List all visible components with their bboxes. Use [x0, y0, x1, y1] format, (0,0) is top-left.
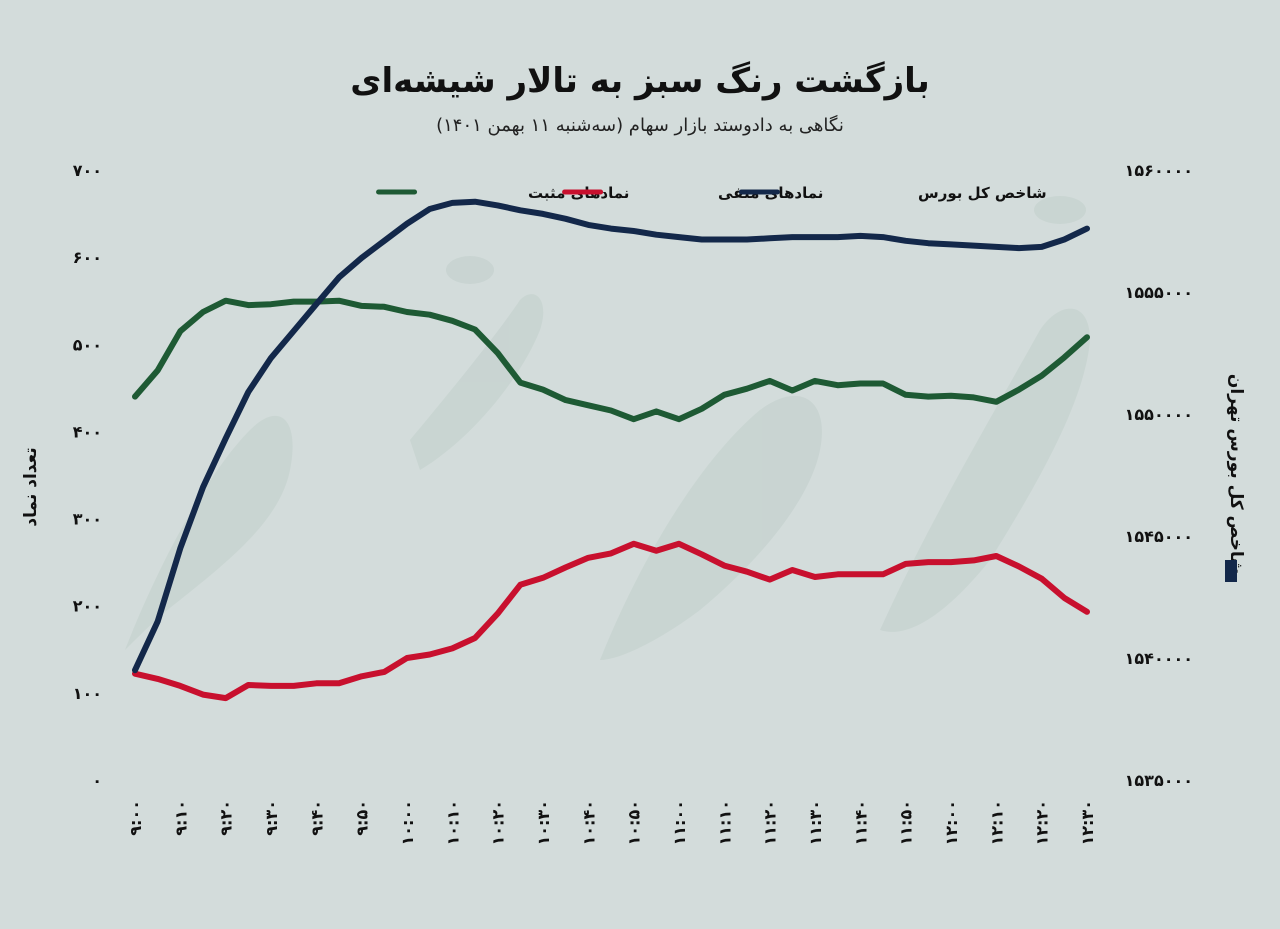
x-axis-ticks: ۹:۰۰ ۹:۱۰ ۹:۲۰ ۹:۳۰ ۹:۴۰ ۹:۵۰ ۱۰:۰۰ ۱۰:۱۰ ۱۰:۲۰ ۱… [126, 800, 1097, 845]
right-tick-label: ۱۵۴۰۰۰۰ [1125, 649, 1193, 668]
watermark-logo [125, 196, 1090, 660]
left-tick-label: ۳۰۰ [73, 510, 102, 529]
x-tick-label: ۱۰:۱۰ [443, 800, 462, 845]
series-line [132, 540, 1090, 702]
x-tick-label: ۹:۵۰ [353, 800, 372, 836]
right-axis-ticks: ۱۵۳۵۰۰۰ ۱۵۴۰۰۰۰ ۱۵۴۵۰۰۰ ۱۵۵۰۰۰۰ ۱۵۵۵۰۰۰ ۱۵۶۰۰… [1125, 161, 1193, 790]
x-tick-label: ۹:۰۰ [126, 800, 145, 836]
x-tick-label: ۱۱:۴۰ [851, 800, 870, 845]
chart-subtitle: نگاهی به دادوستد بازار سهام (سه‌شنبه ۱۱ … [436, 114, 844, 136]
x-tick-label: ۱۰:۴۰ [579, 800, 598, 845]
x-tick-label: ۱۲:۰۰ [942, 800, 961, 845]
x-tick-label: ۱۲:۲۰ [1033, 800, 1052, 845]
left-axis-label: تعداد نماد [21, 447, 41, 526]
right-axis-label: شاخص کل بورس تهران [1226, 374, 1246, 574]
x-tick-label: ۱۱:۵۰ [897, 800, 916, 845]
right-axis-label-swatch [1225, 560, 1237, 582]
x-tick-label: ۱۰:۵۰ [625, 800, 644, 845]
x-tick-label: ۱۱:۱۰ [715, 800, 734, 845]
right-tick-label: ۱۵۳۵۰۰۰ [1125, 771, 1193, 790]
chart-series [132, 198, 1090, 702]
x-tick-label: ۱۱:۰۰ [670, 800, 689, 845]
series-line [132, 198, 1090, 674]
x-tick-label: ۹:۲۰ [217, 800, 236, 836]
left-tick-label: ۷۰۰ [73, 161, 102, 180]
x-tick-label: ۱۰:۰۰ [398, 800, 417, 845]
right-axis-label-group: شاخص کل بورس تهران [1225, 374, 1246, 582]
right-tick-label: ۱۵۴۵۰۰۰ [1125, 527, 1193, 546]
right-tick-label: ۱۵۵۵۰۰۰ [1125, 283, 1193, 302]
x-tick-label: ۱۱:۲۰ [761, 800, 780, 845]
right-tick-label: ۱۵۵۰۰۰۰ [1125, 405, 1193, 424]
x-tick-label: ۹:۳۰ [262, 800, 281, 836]
x-tick-label: ۱۰:۳۰ [534, 800, 553, 845]
chart-title: بازگشت رنگ سبز به تالار شیشه‌ای [350, 61, 929, 101]
x-tick-label: ۱۰:۲۰ [489, 800, 508, 845]
left-tick-label: ۵۰۰ [73, 335, 102, 354]
x-tick-label: ۱۱:۳۰ [806, 800, 825, 845]
right-tick-label: ۱۵۶۰۰۰۰ [1125, 161, 1193, 180]
series-line [132, 297, 1090, 423]
left-tick-label: ۶۰۰ [73, 248, 102, 267]
left-tick-label: ۴۰۰ [73, 422, 102, 441]
legend-label: شاخص کل بورس [918, 184, 1047, 202]
x-tick-label: ۱۲:۱۰ [987, 800, 1006, 845]
x-tick-label: ۱۲:۳۰ [1078, 800, 1097, 845]
left-tick-label: ۱۰۰ [73, 684, 102, 703]
left-axis-ticks: ۰ ۱۰۰ ۲۰۰ ۳۰۰ ۴۰۰ ۵۰۰ ۶۰۰ ۷۰۰ [73, 161, 102, 790]
x-tick-label: ۹:۴۰ [307, 800, 326, 836]
x-tick-label: ۹:۱۰ [171, 800, 190, 836]
left-tick-label: ۲۰۰ [73, 597, 102, 616]
left-tick-label: ۰ [92, 771, 102, 790]
